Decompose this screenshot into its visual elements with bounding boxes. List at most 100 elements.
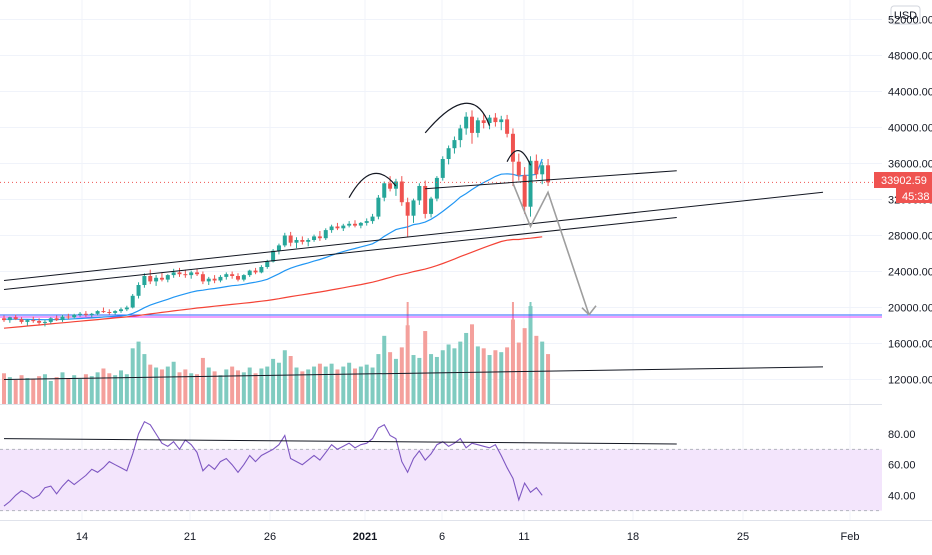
pattern-arc[interactable] xyxy=(424,102,491,134)
projection-arrow[interactable] xyxy=(512,182,590,315)
candle-body xyxy=(534,160,539,175)
candle-body xyxy=(60,316,65,321)
volume-bar xyxy=(136,341,141,404)
price-tick-label: 44000.00 xyxy=(888,87,932,99)
candle-body xyxy=(236,276,240,280)
candle-body xyxy=(2,318,6,321)
volume-bar xyxy=(323,366,328,404)
candle-body xyxy=(200,274,205,282)
candle-body xyxy=(247,270,252,276)
volume-bar xyxy=(19,375,24,404)
candle-body xyxy=(376,197,381,217)
currency-badge-label: USD xyxy=(894,10,917,22)
price-axis[interactable]: USD 52000.00 48000.00 44000.00 40000.00 3600… xyxy=(882,0,932,520)
candle-body xyxy=(487,117,492,123)
volume-bar xyxy=(534,335,539,404)
volume-bar xyxy=(452,348,457,404)
volume-bar xyxy=(130,348,135,404)
countdown-label-bg xyxy=(896,188,932,203)
price-tick-label: 20000.00 xyxy=(888,303,932,315)
candle-body xyxy=(7,317,12,321)
volume-bar xyxy=(440,350,445,404)
candle-body xyxy=(195,272,200,275)
candle-body xyxy=(288,235,293,243)
volume-bar xyxy=(31,379,36,404)
volume-bar xyxy=(499,352,504,404)
trend-drawings[interactable] xyxy=(3,102,824,380)
volume-bar xyxy=(481,348,486,404)
time-tick-label: 11 xyxy=(518,531,529,543)
candle-body xyxy=(464,116,469,129)
candle-body xyxy=(446,148,451,159)
time-axis[interactable]: 14 21 26 2021 6 11 18 25 Feb xyxy=(0,521,932,550)
rsi-pane xyxy=(0,420,882,512)
candle-body xyxy=(124,307,129,310)
candle-body xyxy=(113,311,118,313)
moving-averages xyxy=(3,158,543,329)
price-tick-label: 16000.00 xyxy=(888,339,932,351)
candle-body xyxy=(83,313,88,315)
trendline[interactable] xyxy=(3,191,824,281)
candle-body xyxy=(165,275,170,280)
volume-bar xyxy=(177,372,182,404)
candle-body xyxy=(341,225,346,229)
volume-bar xyxy=(276,362,281,404)
candle-body xyxy=(276,245,281,251)
candle-body xyxy=(136,285,141,296)
ema-fast-line xyxy=(4,158,543,321)
candle-body xyxy=(218,276,223,281)
currency-badge[interactable]: USD xyxy=(890,5,921,25)
volume-bar xyxy=(253,373,258,404)
volume-trendline[interactable] xyxy=(3,366,824,380)
volume-bar xyxy=(224,369,229,404)
time-axis-bg xyxy=(0,521,932,550)
volume-bar xyxy=(382,335,387,404)
candle-body xyxy=(230,274,235,276)
candle-body xyxy=(294,240,299,243)
countdown-label: 45:38 xyxy=(902,191,930,203)
volume-bar xyxy=(7,377,12,404)
price-axis-bg xyxy=(882,0,932,520)
candle-body xyxy=(13,317,18,320)
volume-bar xyxy=(200,357,205,404)
candle-body xyxy=(171,272,176,276)
candle-body xyxy=(154,277,159,282)
candle-body xyxy=(458,128,463,141)
pattern-arc[interactable] xyxy=(506,150,532,166)
volume-bar xyxy=(370,367,375,404)
candle-body xyxy=(300,240,305,242)
volume-bar xyxy=(142,354,147,404)
pattern-arc[interactable] xyxy=(348,172,397,198)
trendline[interactable] xyxy=(425,170,677,190)
price-tick-label: 52000.00 xyxy=(888,15,932,27)
volume-spike-bar xyxy=(529,302,532,404)
volume-bar xyxy=(335,369,340,404)
volume-bar xyxy=(13,380,18,404)
candle-body xyxy=(370,216,375,222)
candle-body xyxy=(405,202,410,216)
volume-bar xyxy=(388,352,393,404)
volume-bar xyxy=(218,375,223,404)
candle-body xyxy=(177,272,182,275)
price-tick-label: 40000.00 xyxy=(888,123,932,135)
volume-histogram xyxy=(2,302,551,404)
candle-body xyxy=(358,222,363,226)
trendline[interactable] xyxy=(3,217,677,290)
volume-bar xyxy=(171,361,176,404)
candle-body xyxy=(265,261,270,267)
volume-spike-bar xyxy=(406,302,409,404)
last-price-label-bg xyxy=(874,172,932,188)
price-tick-label: 12000.00 xyxy=(888,375,932,387)
candle-body xyxy=(470,116,474,133)
candle-body xyxy=(54,318,59,321)
price-labels: 33902.59 45:38 xyxy=(874,172,932,203)
volume-bar xyxy=(493,350,498,404)
candle-body xyxy=(253,270,258,273)
volume-bar xyxy=(159,369,164,404)
volume-bar xyxy=(353,368,357,404)
volume-bar xyxy=(2,373,6,404)
volume-bar xyxy=(393,358,398,404)
rsi-trendline[interactable] xyxy=(3,438,677,445)
